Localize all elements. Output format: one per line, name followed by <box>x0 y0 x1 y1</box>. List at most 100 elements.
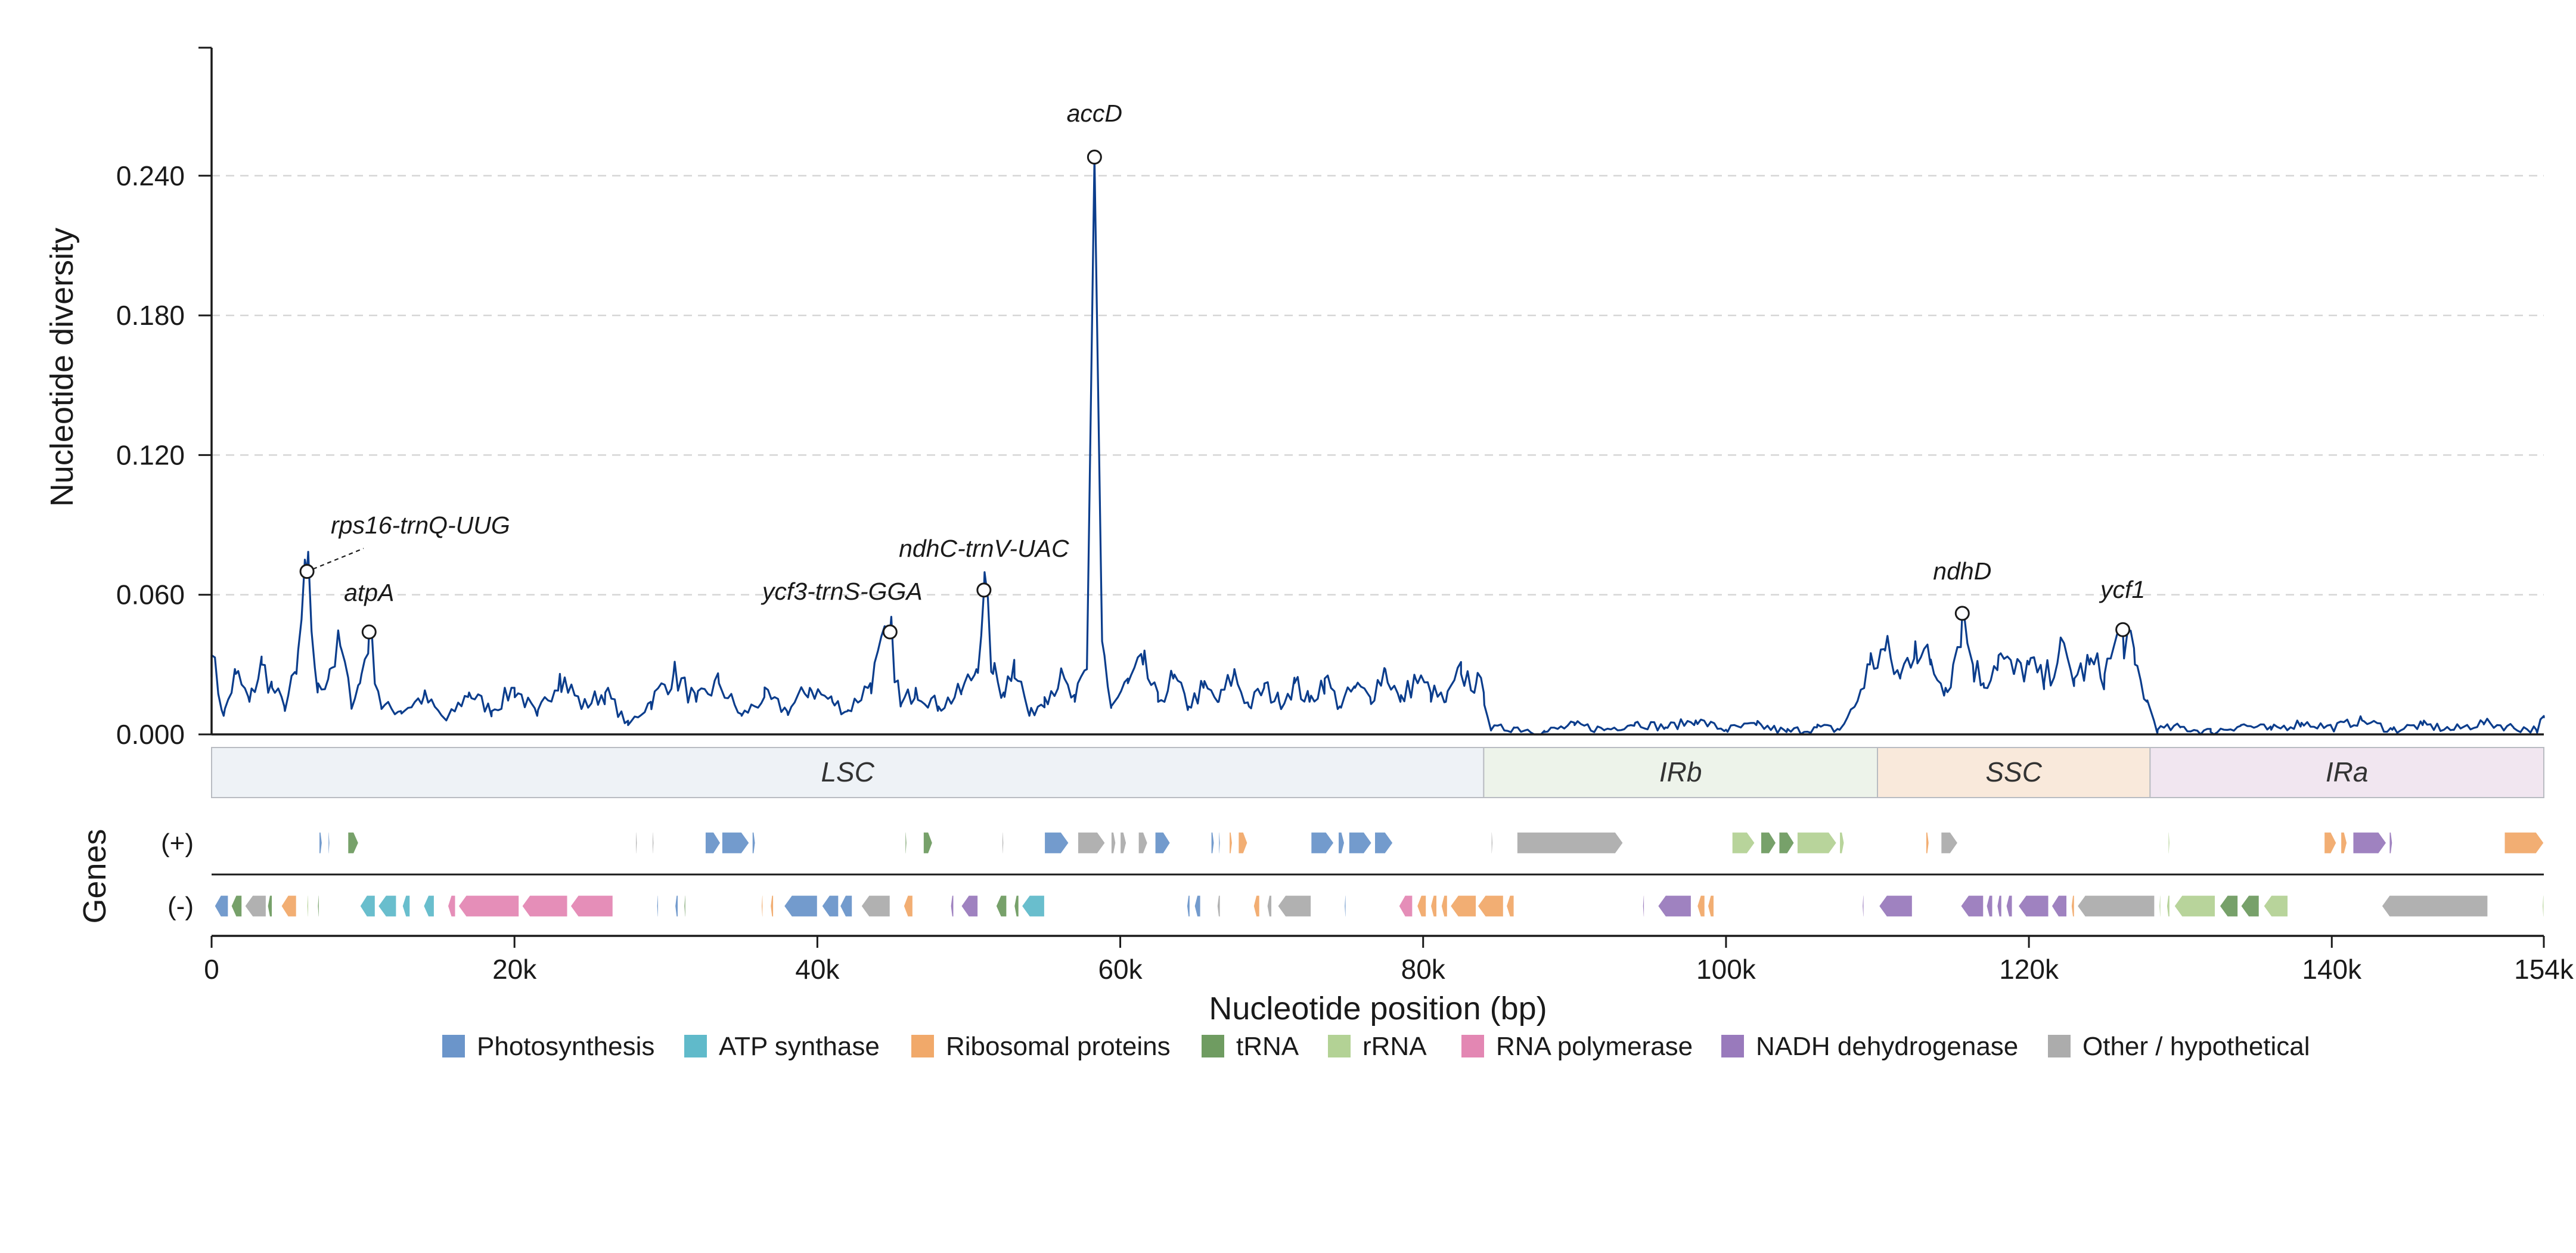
legend-swatch <box>684 1035 707 1057</box>
gene-minus <box>674 895 679 917</box>
gene-minus <box>2240 895 2260 917</box>
gene-plus <box>2352 832 2387 854</box>
diversity-line <box>210 156 2545 736</box>
x-tick-label: 154k <box>2514 954 2574 985</box>
diversity-series <box>210 156 2545 736</box>
gene-minus <box>2263 895 2289 917</box>
gene-minus <box>267 895 273 917</box>
region-block <box>1877 747 2151 798</box>
gene-minus <box>961 895 979 917</box>
gene-map-tracks: (+) (-) <box>161 829 2544 921</box>
gene-minus <box>1014 895 1019 917</box>
gene-plus <box>1731 832 1755 854</box>
gene-minus <box>1021 895 1045 917</box>
gene-minus <box>2541 895 2544 917</box>
gene-minus <box>1997 895 2002 917</box>
gene-plus <box>318 832 323 854</box>
gene-plus <box>2323 832 2337 854</box>
gene-plus <box>1154 832 1171 854</box>
gene-plus <box>1211 832 1215 854</box>
y-tick-label: 0.060 <box>116 579 185 610</box>
minus-strand-label: (-) <box>167 892 194 921</box>
gene-minus <box>1253 895 1260 917</box>
gene-minus <box>1697 895 1705 917</box>
peak-marker <box>299 564 315 579</box>
gene-minus <box>1216 895 1221 917</box>
gene-plus <box>1001 832 1004 854</box>
gene-plus <box>2340 832 2348 854</box>
legend-label: RNA polymerase <box>1496 1032 1693 1061</box>
gene-plus <box>1311 832 1334 854</box>
gene-minus <box>1430 895 1438 917</box>
gene-plus <box>1228 832 1233 854</box>
legend-swatch <box>442 1035 465 1057</box>
x-tick-label: 80k <box>1401 954 1446 985</box>
gene-minus <box>2077 895 2155 917</box>
gene-plus <box>1044 832 1069 854</box>
gene-minus <box>1416 895 1427 917</box>
genes-axis-title: Genes <box>77 829 113 923</box>
x-tick-label: 100k <box>1696 954 1756 985</box>
gene-plus <box>1779 832 1795 854</box>
peak-marker <box>1087 150 1102 165</box>
legend-swatch <box>1721 1035 1744 1057</box>
gene-minus <box>359 895 376 917</box>
y-axis-title: Nucleotide diversity <box>44 228 80 507</box>
gene-minus <box>1441 895 1448 917</box>
legend-label: Ribosomal proteins <box>946 1032 1171 1061</box>
peak-label: accD <box>1067 100 1122 127</box>
gene-minus <box>1194 895 1201 917</box>
gene-minus <box>950 895 954 917</box>
gene-minus <box>317 895 320 917</box>
gene-minus <box>2174 895 2216 917</box>
gene-minus <box>2381 895 2488 917</box>
legend-label: rRNA <box>1363 1032 1427 1061</box>
gene-minus <box>1861 895 1864 917</box>
gene-minus <box>1450 895 1477 917</box>
gene-minus <box>306 895 309 917</box>
region-block <box>2149 747 2544 798</box>
gene-minus <box>2219 895 2239 917</box>
gene-plus <box>1138 832 1148 854</box>
gene-plus <box>923 832 933 854</box>
gene-plus <box>1796 832 1838 854</box>
gene-minus <box>684 895 686 917</box>
gene-plus <box>1374 832 1393 854</box>
gene-minus <box>1343 895 1346 917</box>
gene-minus <box>1642 895 1645 917</box>
gene-minus <box>214 895 229 917</box>
gene-plus <box>2168 832 2171 854</box>
gene-minus <box>570 895 613 917</box>
gene-plus <box>905 832 907 854</box>
gene-plus <box>721 832 750 854</box>
peak-label: rps16-trnQ-UUG <box>331 511 510 539</box>
gene-plus <box>1110 832 1116 854</box>
legend: Photosynthesis ATP synthase Ribosomal prot… <box>442 1032 2310 1061</box>
gene-minus <box>861 895 890 917</box>
gene-plus <box>1348 832 1373 854</box>
gene-minus <box>244 895 267 917</box>
gene-plus <box>347 832 359 854</box>
peak-label: atpA <box>344 579 394 606</box>
region-label: LSC <box>821 756 874 787</box>
gene-minus <box>821 895 839 917</box>
gene-minus <box>423 895 435 917</box>
gene-minus <box>1506 895 1514 917</box>
gene-minus <box>2018 895 2049 917</box>
gene-minus <box>656 895 659 917</box>
gene-plus <box>1839 832 1845 854</box>
peak-label: ndhC-trnV-UAC <box>899 535 1069 562</box>
x-axis-title: Nucleotide position (bp) <box>1209 991 1547 1026</box>
gene-minus <box>1398 895 1413 917</box>
peak-leader-line <box>312 547 364 570</box>
gene-minus <box>1986 895 1993 917</box>
gene-minus <box>903 895 914 917</box>
gene-plus <box>1077 832 1106 854</box>
gene-plus <box>2504 832 2544 854</box>
peak-marker <box>2115 622 2131 637</box>
gene-minus <box>1267 895 1273 917</box>
legend-label: tRNA <box>1236 1032 1299 1061</box>
genome-region-bar: LSC IRb SSC IRa <box>211 747 2544 798</box>
region-block <box>211 747 1485 798</box>
gene-plus <box>635 832 638 854</box>
